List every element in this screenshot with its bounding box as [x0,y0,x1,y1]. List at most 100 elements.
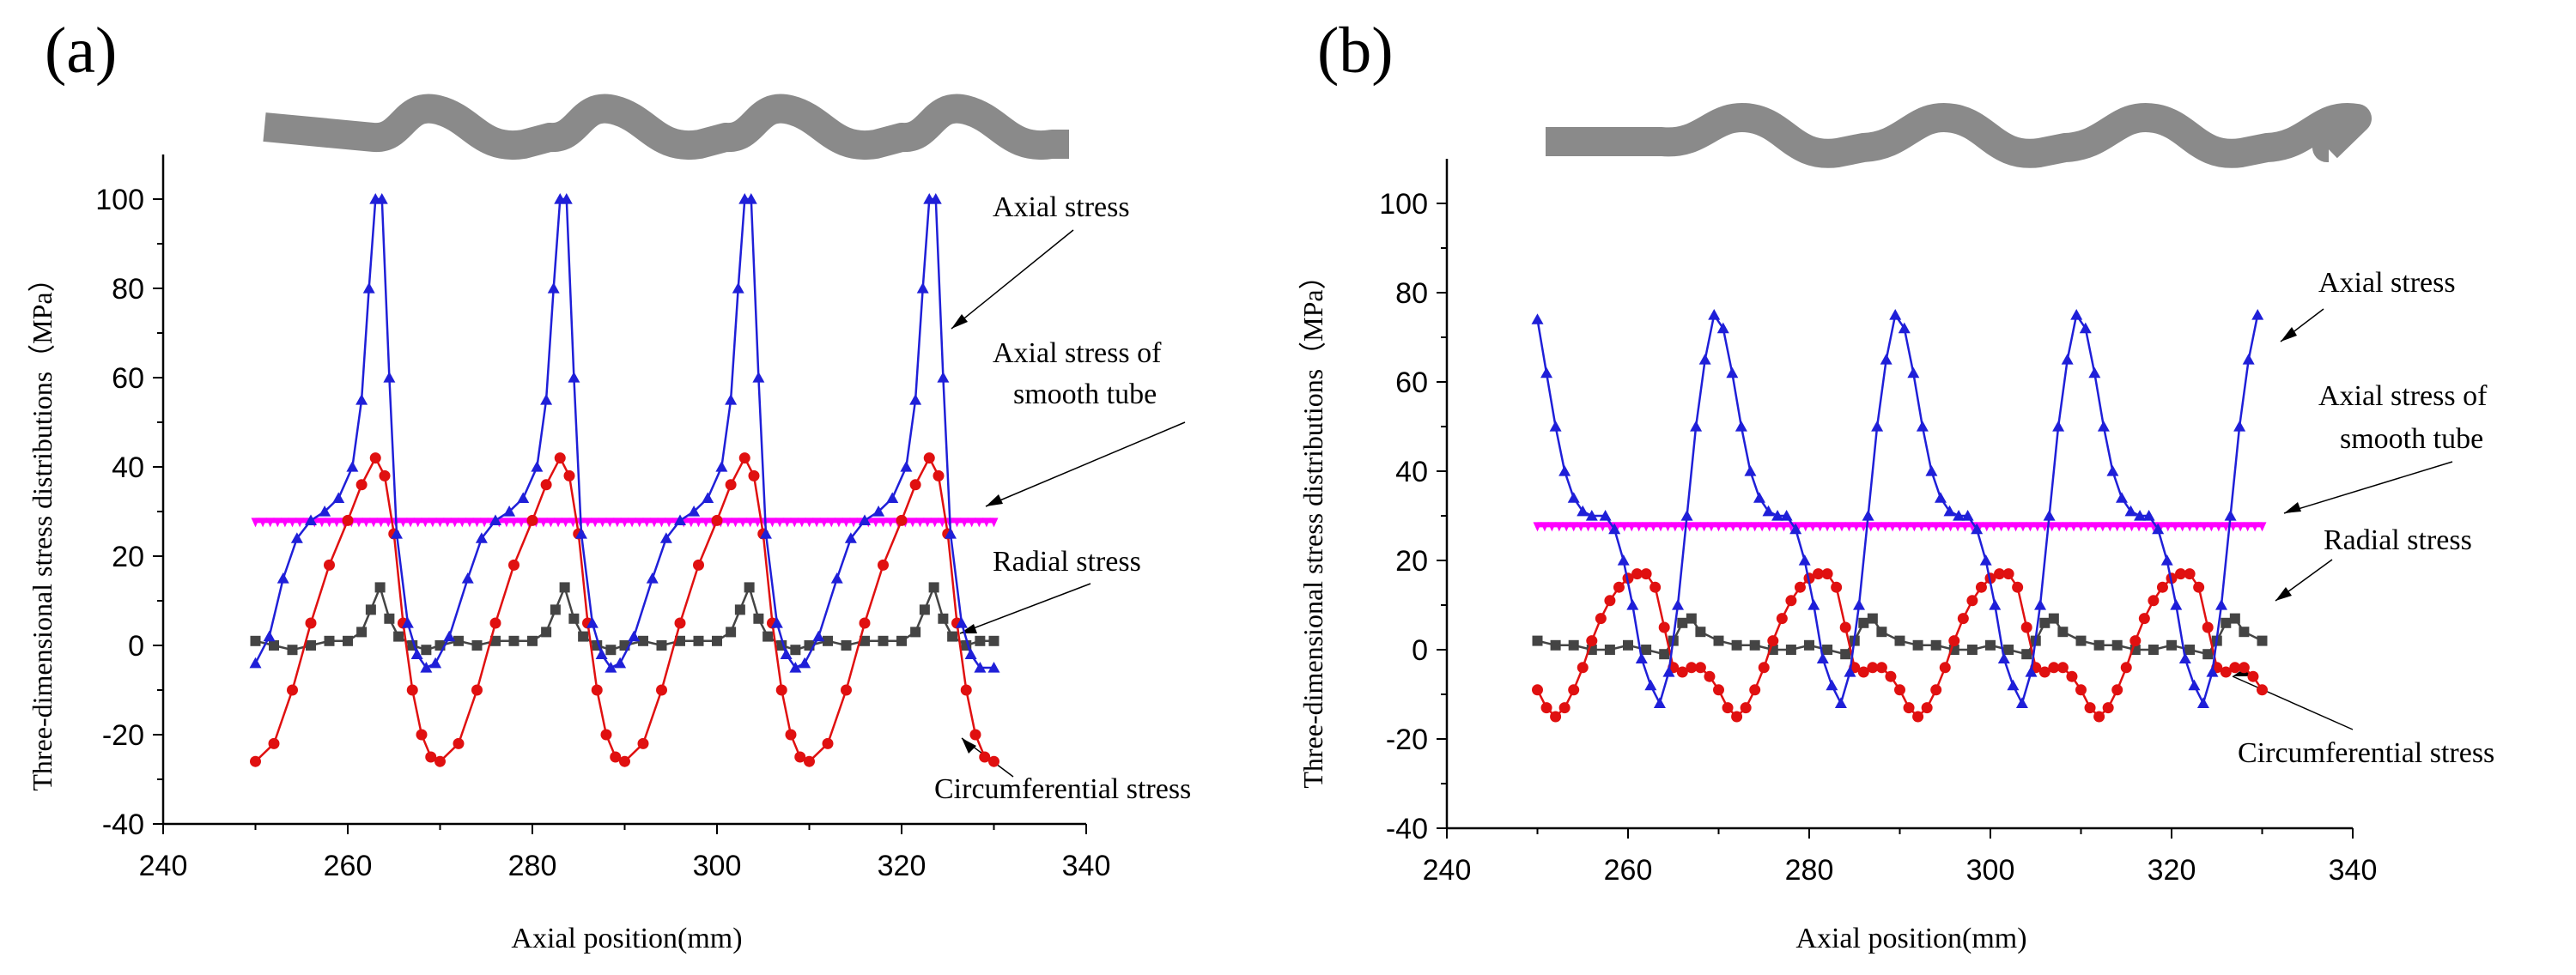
x-tick-label: 260 [1604,854,1653,887]
data-point-radial [343,635,353,646]
data-point-circumferential [693,559,704,571]
data-point-smooth [1851,522,1861,532]
data-point-smooth [782,518,792,528]
data-point-smooth [605,518,615,528]
data-point-axial [1789,523,1802,535]
data-point-axial [443,630,456,642]
data-point-axial [1644,679,1657,691]
data-point-smooth [369,518,379,528]
data-point-circumferential [1613,581,1625,593]
data-point-smooth [642,518,652,528]
data-point-smooth [1990,522,1999,532]
data-point-radial [527,635,538,646]
data-point-axial [715,461,728,472]
data-point-axial [770,617,783,628]
data-point-circumferential [1550,711,1562,723]
data-point-axial [531,461,544,472]
data-point-axial [2079,322,2092,334]
annotation-smooth-tube-2: smooth tube [2340,423,2483,455]
data-point-smooth [288,518,297,528]
data-point-radial [878,635,889,646]
annotation-axial-stress: Axial stress [993,191,1130,223]
y-tick-label: 60 [112,362,144,395]
data-point-smooth [2228,522,2238,532]
data-point-smooth [384,518,393,528]
data-point-axial [1953,510,1965,521]
data-point-smooth [2120,522,2129,532]
data-point-circumferential [1875,662,1887,674]
data-point-smooth [591,518,600,528]
data-point-axial [1599,510,1612,521]
data-point-axial [1690,421,1703,432]
data-point-axial [1753,492,1765,503]
x-tick-label: 340 [1062,850,1111,882]
leader-radial [959,583,1091,634]
data-point-radial [1858,617,1869,628]
data-point-circumferential [923,452,935,464]
data-point-smooth [827,518,836,528]
annotation-circumferential-stress: Circumferential stress [2238,737,2494,769]
data-point-radial [790,645,801,656]
data-point-axial [362,282,375,294]
data-point-axial [2106,465,2119,476]
y-tick-label: 80 [112,273,144,306]
data-point-axial [674,514,686,525]
data-point-smooth [1634,522,1643,532]
data-point-circumferential [1740,702,1752,714]
data-point-circumferential [355,479,368,491]
data-point-radial [2093,639,2105,651]
data-point-axial [390,528,403,539]
leader-circumferential [2232,675,2354,730]
arrow-axial [951,314,968,329]
annotation-radial-stress: Radial stress [2324,524,2472,556]
data-point-circumferential [637,737,649,749]
y-tick-label: 20 [112,541,144,573]
data-point-axial [812,630,825,642]
data-point-circumferential [471,684,483,696]
data-point-smooth [989,518,999,528]
data-point-circumferential [969,729,981,741]
data-point-circumferential [1758,662,1770,674]
series-radial [1532,613,2268,660]
data-point-radial [1623,639,1633,651]
data-point-axial [1826,679,1838,691]
data-point-circumferential [988,755,999,767]
data-point-circumferential [250,755,261,767]
data-point-smooth [1801,522,1810,532]
data-point-circumferential [2156,581,2168,593]
data-point-radial [1749,639,1760,651]
data-point-smooth [960,518,969,528]
data-point-axial [276,572,289,584]
data-point-circumferential [1975,581,1987,593]
data-point-smooth [1808,522,1818,532]
arrow-axial [2281,327,2297,342]
data-point-smooth [915,518,925,528]
annotation-axial-stress: Axial stress [2318,267,2456,299]
data-point-axial [1971,523,1984,535]
data-point-circumferential [794,751,806,763]
data-point-radial [1550,639,1561,651]
data-point-axial [560,193,573,204]
data-point-smooth [1874,522,1883,532]
data-point-smooth [1728,522,1738,532]
panel-label: (a) [45,15,117,87]
data-point-smooth [428,518,437,528]
data-point-smooth [1902,522,1911,532]
data-point-axial [2233,421,2246,432]
data-point-radial [374,582,386,593]
data-point-smooth [1953,522,1963,532]
data-point-axial [1744,465,1757,476]
data-point-axial [1798,554,1811,566]
data-point-smooth [538,518,548,528]
leader-smooth [2283,461,2453,514]
data-point-smooth [2011,522,2020,532]
data-point-circumferential [554,452,566,464]
data-point-circumferential [268,737,280,749]
data-point-smooth [1583,522,1593,532]
data-point-circumferential [896,514,908,526]
data-point-axial [1708,309,1721,320]
data-point-radial [1840,649,1851,660]
data-point-smooth [376,518,386,528]
data-point-axial [646,572,659,584]
data-point-smooth [1743,522,1753,532]
